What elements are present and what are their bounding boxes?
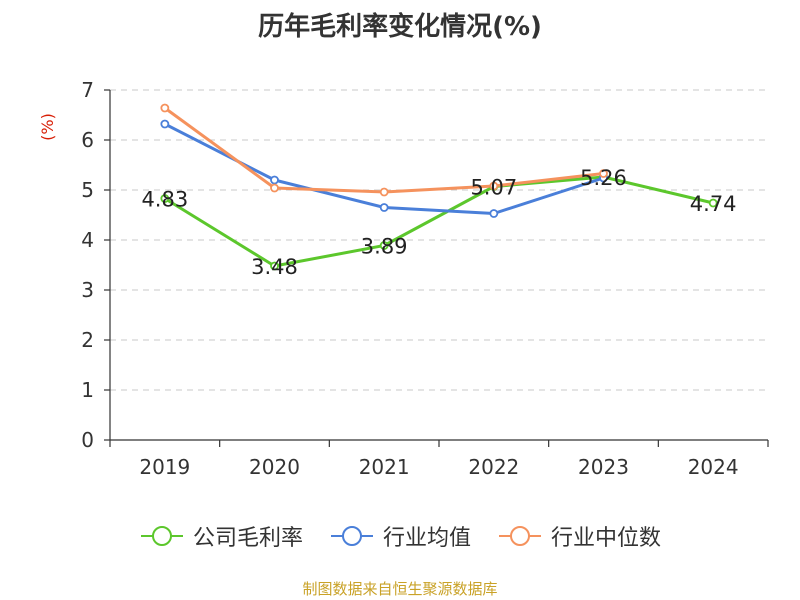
data-point-2 bbox=[160, 103, 170, 113]
x-tick-label: 2023 bbox=[578, 455, 629, 479]
data-point-0 bbox=[160, 194, 170, 203]
legend-label: 行业中位数 bbox=[551, 526, 662, 551]
legend-label: 公司毛利率 bbox=[192, 526, 303, 551]
data-label: 3.48 bbox=[251, 255, 298, 279]
data-point-1 bbox=[160, 119, 170, 129]
data-point-0 bbox=[270, 261, 279, 271]
data-point-2 bbox=[489, 181, 499, 191]
series-line-2 bbox=[163, 106, 604, 194]
x-tick-label: 2019 bbox=[139, 455, 190, 479]
data-point-0 bbox=[379, 241, 389, 250]
x-tick-label: 2022 bbox=[468, 455, 519, 479]
y-tick-label: 2 bbox=[81, 328, 94, 352]
chart-title: 历年毛利率变化情况(%) bbox=[258, 12, 542, 42]
x-tick-label: 2021 bbox=[359, 455, 410, 479]
y-axis-label: (%) bbox=[38, 113, 57, 141]
x-tick-label: 2020 bbox=[249, 455, 300, 479]
data-point-2 bbox=[379, 187, 389, 197]
legend-item[interactable]: 行业中位数 bbox=[497, 520, 661, 552]
legend-swatch bbox=[140, 526, 183, 546]
legend-swatch bbox=[499, 526, 541, 546]
data-point-1 bbox=[270, 175, 279, 185]
y-tick-label: 5 bbox=[81, 178, 94, 202]
y-tick-label: 6 bbox=[81, 128, 94, 152]
data-point-2 bbox=[270, 183, 279, 193]
y-tick-label: 7 bbox=[81, 78, 94, 102]
data-point-2 bbox=[599, 169, 608, 178]
data-point-0 bbox=[708, 198, 718, 208]
legend: 公司毛利率 行业均值 行业中位数 bbox=[0, 520, 800, 552]
data-label: 3.89 bbox=[361, 235, 408, 259]
data-point-1 bbox=[489, 209, 499, 218]
y-tick-label: 4 bbox=[81, 228, 94, 252]
legend-item[interactable]: 行业均值 bbox=[329, 520, 471, 552]
data-label: 5.07 bbox=[470, 176, 517, 200]
data-label: 5.26 bbox=[580, 166, 627, 190]
x-tick-label: 2024 bbox=[688, 455, 739, 479]
data-label: 4.74 bbox=[690, 192, 737, 216]
source-note: 制图数据来自恒生聚源数据库 bbox=[302, 580, 498, 598]
series-line-0 bbox=[164, 175, 714, 268]
legend-swatch bbox=[330, 526, 373, 546]
data-point-1 bbox=[379, 203, 389, 212]
legend-item[interactable]: 公司毛利率 bbox=[139, 520, 303, 552]
y-tick-label: 3 bbox=[81, 278, 94, 302]
y-tick-label: 1 bbox=[81, 378, 94, 402]
y-tick-label: 0 bbox=[81, 428, 94, 452]
data-label: 4.83 bbox=[141, 188, 188, 212]
series-line-1 bbox=[164, 122, 604, 215]
legend-label: 行业均值 bbox=[382, 526, 471, 551]
